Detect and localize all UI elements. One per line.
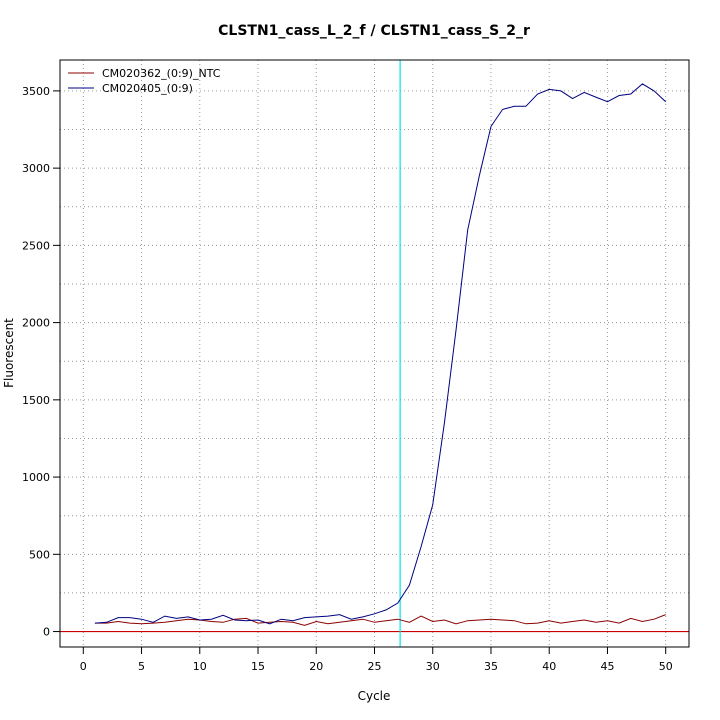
y-tick-label: 0: [43, 626, 50, 639]
x-tick-label: 40: [542, 660, 556, 673]
y-tick-label: 3500: [22, 85, 50, 98]
y-axis-label: Fluorescent: [2, 318, 16, 388]
chart-title: CLSTN1_cass_L_2_f / CLSTN1_cass_S_2_r: [218, 23, 530, 39]
x-axis: 0 5 10 15 20 25 30 35 40 45 50: [80, 646, 673, 673]
y-tick-label: 3000: [22, 162, 50, 175]
y-axis: 0 500 1000 1500 2000 2500 3000 3500: [22, 85, 61, 639]
x-tick-label: 15: [251, 660, 265, 673]
x-tick-label: 25: [368, 660, 382, 673]
x-tick-label: 20: [309, 660, 323, 673]
x-axis-label: Cycle: [358, 689, 391, 703]
x-tick-label: 0: [80, 660, 87, 673]
x-tick-label: 5: [138, 660, 145, 673]
x-tick-label: 30: [426, 660, 440, 673]
legend-label-1: CM020362_(0:9)_NTC: [102, 67, 221, 80]
series-line-2: [94, 83, 667, 625]
y-tick-label: 1500: [22, 394, 50, 407]
grid: [60, 60, 689, 647]
legend: CM020362_(0:9)_NTC CM020405_(0:9): [68, 67, 221, 95]
series-group: [94, 83, 667, 626]
x-tick-label: 10: [193, 660, 207, 673]
reference-lines: [60, 60, 689, 647]
y-tick-label: 2000: [22, 317, 50, 330]
x-tick-label: 50: [659, 660, 673, 673]
y-tick-label: 500: [29, 548, 50, 561]
x-tick-label: 45: [600, 660, 614, 673]
series-line-1: [94, 614, 666, 626]
y-tick-label: 1000: [22, 471, 50, 484]
x-tick-label: 35: [484, 660, 498, 673]
y-tick-label: 2500: [22, 239, 50, 252]
legend-label-2: CM020405_(0:9): [102, 82, 193, 95]
